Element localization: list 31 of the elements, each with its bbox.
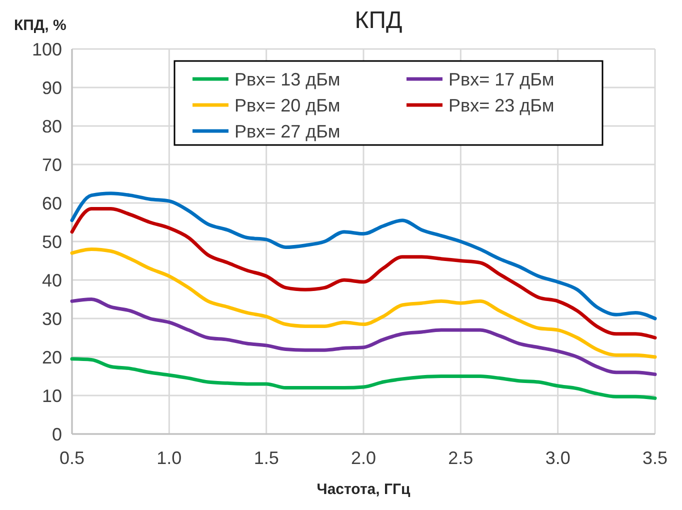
x-tick-label: 1.0 bbox=[156, 448, 182, 468]
x-tick-label: 3.5 bbox=[642, 448, 668, 468]
legend-label: Рвх= 27 дБм bbox=[234, 121, 340, 142]
y-tick-label: 90 bbox=[42, 78, 62, 98]
y-axis-title: КПД, % bbox=[14, 17, 66, 34]
x-tick-label: 0.5 bbox=[59, 448, 85, 468]
y-tick-label: 20 bbox=[42, 347, 62, 368]
y-tick-label: 10 bbox=[42, 386, 62, 406]
x-axis-title: Частота, ГГц bbox=[316, 481, 411, 498]
x-tick-label: 2.5 bbox=[448, 448, 474, 468]
legend-label: Рвх= 13 дБм bbox=[234, 69, 340, 90]
chart-title: КПД bbox=[354, 7, 402, 34]
y-tick-label: 30 bbox=[42, 308, 62, 329]
line-series bbox=[70, 192, 657, 320]
y-tick-label: 80 bbox=[42, 116, 62, 136]
y-tick-label: 70 bbox=[42, 154, 62, 175]
y-tick-label: 60 bbox=[42, 193, 62, 214]
x-tick-label: 1.5 bbox=[254, 448, 279, 468]
legend-label: Рвх= 20 дБм bbox=[234, 95, 340, 116]
y-tick-label: 100 bbox=[32, 39, 62, 60]
legend-label: Рвх= 17 дБм bbox=[448, 69, 554, 90]
y-tick-label: 50 bbox=[42, 232, 62, 252]
line-series bbox=[70, 357, 657, 400]
y-tick-label: 0 bbox=[52, 424, 62, 444]
line-series bbox=[70, 207, 657, 340]
x-tick-label: 3.0 bbox=[545, 448, 570, 468]
legend-label: Рвх= 23 дБм bbox=[448, 95, 554, 116]
x-tick-label: 2.0 bbox=[350, 448, 376, 468]
line-series bbox=[70, 247, 657, 359]
line-series bbox=[70, 298, 657, 376]
y-tick-label: 40 bbox=[42, 270, 62, 290]
